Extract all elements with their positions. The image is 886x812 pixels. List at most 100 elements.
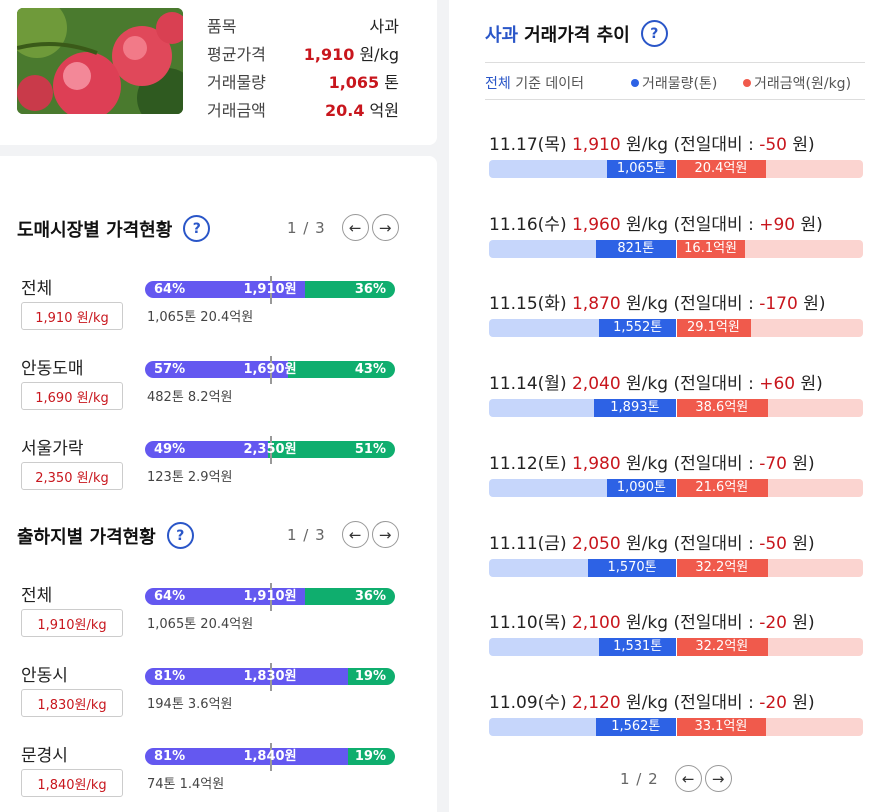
share-bar-right: 43% [287, 361, 395, 378]
trend-date: 11.12(토) [489, 453, 567, 474]
trend-date: 11.10(목) [489, 613, 567, 634]
volume-fill: 821톤 [595, 239, 676, 258]
bar-center-tick [270, 436, 272, 464]
market-name: 안동시 [21, 666, 68, 686]
trend-price: 1,870 [571, 294, 621, 315]
trend-card: 사과 거래가격 추이 ? 전체 기준 데이터 거래물량(톤) 거래금액(원/kg… [449, 0, 886, 812]
trend-unit: 원/kg (전일대비 : [620, 294, 760, 315]
next-arrow-icon[interactable]: → [371, 214, 399, 241]
amount-track: 33.1억원 [676, 717, 863, 736]
left-percent: 64% [154, 282, 186, 297]
prev-arrow-icon[interactable]: ← [674, 765, 702, 792]
market-volume-amount: 74톤 1.4억원 [147, 777, 225, 792]
market-volume-amount: 1,065톤 20.4억원 [147, 310, 254, 325]
volume-fill: 1,531톤 [599, 638, 676, 657]
right-percent: 51% [354, 442, 386, 457]
prev-arrow-icon[interactable]: ← [341, 521, 369, 548]
apple-photo [17, 8, 183, 114]
amount-dot-icon [743, 79, 751, 87]
volume-fill: 1,065톤 [606, 160, 676, 178]
bar-divider [676, 717, 677, 736]
trend-date: 11.09(수) [489, 692, 567, 713]
right-percent: 19% [354, 749, 386, 764]
market-row[interactable]: 서울가락 2,350 원/kg 49% 51% 2,350원 123톤 2.9억원 [17, 434, 397, 504]
trend-price: 1,960 [571, 214, 621, 235]
bar-divider [676, 399, 677, 418]
bar-divider [676, 239, 677, 258]
legend-amount: 거래금액(원/kg) [743, 73, 851, 93]
volume-fill: 1,552톤 [599, 319, 676, 338]
trend-row-text: 11.11(금) 2,050 원/kg (전일대비 : -50 원) [489, 529, 815, 554]
amount-fill: 16.1억원 [676, 239, 746, 258]
volume-fill: 1,893톤 [593, 399, 676, 418]
help-icon[interactable]: ? [183, 215, 211, 242]
bar-center-tick [270, 663, 272, 691]
trend-tail: 원) [786, 135, 815, 155]
market-row[interactable]: 안동도매 1,690 원/kg 57% 43% 1,690원 482톤 8.2억원 [17, 354, 397, 424]
trend-price: 1,980 [571, 453, 621, 474]
bar-divider [676, 319, 677, 338]
trend-diff: -170 [759, 294, 798, 315]
wholesale-section-title: 도매시장별 가격현황 ? [17, 215, 211, 242]
trend-row: 11.09(수) 2,120 원/kg (전일대비 : -20 원) 1,562톤… [489, 688, 863, 748]
share-bar-right: 36% [305, 588, 395, 605]
share-bar-left: 81% [145, 668, 348, 685]
left-percent: 81% [154, 669, 186, 684]
page-indicator: 1 / 3 [287, 218, 326, 237]
prev-arrow-icon[interactable]: ← [341, 214, 369, 241]
help-icon[interactable]: ? [640, 20, 668, 47]
trend-diff: -70 [759, 453, 787, 474]
trend-tail: 원) [786, 453, 815, 474]
bar-center-tick [270, 356, 272, 384]
trend-unit: 원/kg (전일대비 : [620, 214, 760, 235]
volume-track: 1,531톤 [489, 638, 676, 657]
summary-card: 품목 사과 평균가격 1,910 원/kg 거래물량 1,065 톤 거래금액 … [0, 0, 437, 145]
trend-row: 11.15(화) 1,870 원/kg (전일대비 : -170 원) 1,552… [489, 289, 863, 349]
trend-row: 11.10(목) 2,100 원/kg (전일대비 : -20 원) 1,531톤… [489, 608, 863, 668]
trend-price: 2,120 [571, 692, 621, 713]
trend-diff: -20 [759, 692, 787, 713]
help-icon[interactable]: ? [166, 522, 194, 549]
center-price: 1,830원 [243, 669, 297, 684]
market-volume-amount: 123톤 2.9억원 [147, 470, 233, 485]
share-bar-right: 19% [347, 748, 395, 765]
trend-tail: 원) [786, 613, 815, 634]
market-row[interactable]: 문경시 1,840원/kg 81% 19% 1,840원 74톤 1.4억원 [17, 741, 397, 811]
trend-unit: 원/kg (전일대비 : [620, 692, 760, 713]
market-row[interactable]: 전체 1,910 원/kg 64% 36% 1,910원 1,065톤 20.4억원 [17, 274, 397, 344]
left-percent: 64% [154, 589, 186, 604]
left-percent: 49% [154, 442, 186, 457]
market-row[interactable]: 전체 1,910원/kg 64% 36% 1,910원 1,065톤 20.4억원 [17, 581, 397, 651]
share-bar: 81% 19% 1,840원 [145, 748, 395, 765]
market-name: 안동도매 [21, 359, 84, 379]
market-volume-amount: 194톤 3.6억원 [147, 697, 233, 712]
market-price-badge: 1,690 원/kg [21, 382, 123, 410]
next-arrow-icon[interactable]: → [371, 521, 399, 548]
trend-diff: +90 [759, 214, 796, 235]
trend-row-text: 11.17(목) 1,910 원/kg (전일대비 : -50 원) [489, 130, 815, 155]
trend-diff: +60 [759, 374, 796, 395]
trend-unit: 원/kg (전일대비 : [620, 533, 760, 554]
amount-fill: 32.2억원 [676, 558, 768, 577]
market-name: 서울가락 [21, 439, 84, 459]
info-row-volume: 거래물량 1,065 톤 [207, 69, 399, 92]
trend-unit: 원/kg (전일대비 : [620, 453, 760, 474]
market-row[interactable]: 안동시 1,830원/kg 81% 19% 1,830원 194톤 3.6억원 [17, 661, 397, 731]
trend-diff: -50 [759, 135, 787, 155]
trend-row: 11.14(월) 2,040 원/kg (전일대비 : +60 원) 1,893톤… [489, 369, 863, 429]
amount-fill: 38.6억원 [676, 399, 768, 418]
share-bar-left: 49% [145, 441, 268, 458]
share-bar-left: 64% [145, 588, 305, 605]
market-price-badge: 1,830원/kg [21, 689, 123, 717]
bar-divider [676, 160, 677, 178]
next-arrow-icon[interactable]: → [704, 765, 732, 792]
right-percent: 19% [354, 669, 386, 684]
trend-tail: 원) [786, 692, 815, 713]
volume-track: 1,893톤 [489, 399, 676, 418]
trend-date: 11.17(목) [489, 135, 567, 155]
legend-volume: 거래물량(톤) [631, 73, 717, 93]
info-row-item: 품목 사과 [207, 13, 399, 36]
trend-unit: 원/kg (전일대비 : [620, 374, 760, 395]
page-indicator: 1 / 3 [287, 525, 326, 544]
share-bar-left: 57% [145, 361, 288, 378]
